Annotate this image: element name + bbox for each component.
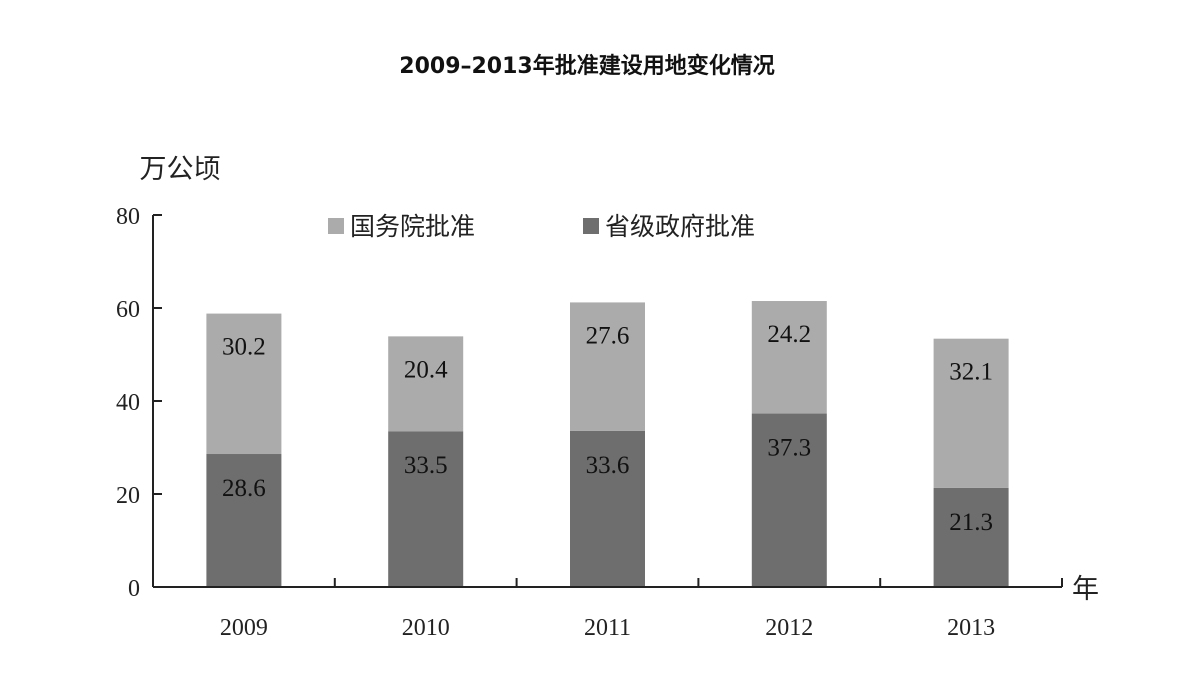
x-tick-label-2010: 2010 (402, 615, 450, 641)
bar-shengji-2011 (570, 430, 645, 587)
y-tick-label-80: 80 (116, 204, 140, 230)
y-tick-label-20: 20 (116, 483, 140, 509)
bars-group: 28.6 30.2 33.5 20.4 33.6 27.6 37.3 24.2 21.3 32.1 (206, 301, 1009, 587)
x-tick-label-2011: 2011 (584, 615, 631, 641)
legend-label-shengji: 省级政府批准 (605, 212, 755, 241)
bar-shengji-2012 (751, 413, 827, 587)
bar-guowuyuan-2011 (570, 302, 645, 431)
bar-shengji-2009 (206, 454, 282, 587)
bar-guowuyuan-2010 (388, 336, 464, 432)
bar-shengji-2013 (933, 487, 1009, 587)
data-label-guowuyuan-2011: 27.6 (586, 322, 630, 349)
data-label-guowuyuan-2013: 32.1 (949, 359, 993, 386)
y-tick-label-0: 0 (128, 576, 140, 602)
legend-swatch-guowuyuan (328, 218, 344, 234)
legend-swatch-shengji (583, 218, 599, 234)
legend: 国务院批准 省级政府批准 (328, 212, 755, 241)
chart-title: 2009–2013年批准建设用地变化情况 (399, 53, 774, 79)
x-axis-unit-label: 年 (1072, 574, 1099, 605)
data-label-shengji-2011: 33.6 (586, 452, 630, 479)
axes-group: 2009 2010 2011 2012 2013 0 20 40 60 80 (116, 204, 1063, 641)
data-label-shengji-2009: 28.6 (222, 475, 266, 502)
legend-label-guowuyuan: 国务院批准 (350, 212, 475, 241)
bar-guowuyuan-2012 (751, 301, 827, 414)
bar-guowuyuan-2009 (206, 313, 282, 455)
data-label-guowuyuan-2012: 24.2 (767, 321, 811, 348)
bar-shengji-2010 (388, 431, 464, 587)
y-tick-label-40: 40 (116, 390, 140, 416)
data-label-shengji-2012: 37.3 (767, 435, 811, 462)
data-label-shengji-2013: 21.3 (949, 509, 993, 536)
y-tick-label-60: 60 (116, 297, 140, 323)
x-tick-label-2012: 2012 (765, 615, 813, 641)
x-tick-label-2013: 2013 (947, 615, 995, 641)
data-label-guowuyuan-2010: 20.4 (404, 356, 448, 383)
data-label-shengji-2010: 33.5 (404, 452, 448, 479)
bar-guowuyuan-2013 (933, 338, 1009, 488)
y-axis-unit-label: 万公顷 (140, 154, 221, 185)
x-tick-label-2009: 2009 (220, 615, 268, 641)
data-label-guowuyuan-2009: 30.2 (222, 334, 266, 361)
